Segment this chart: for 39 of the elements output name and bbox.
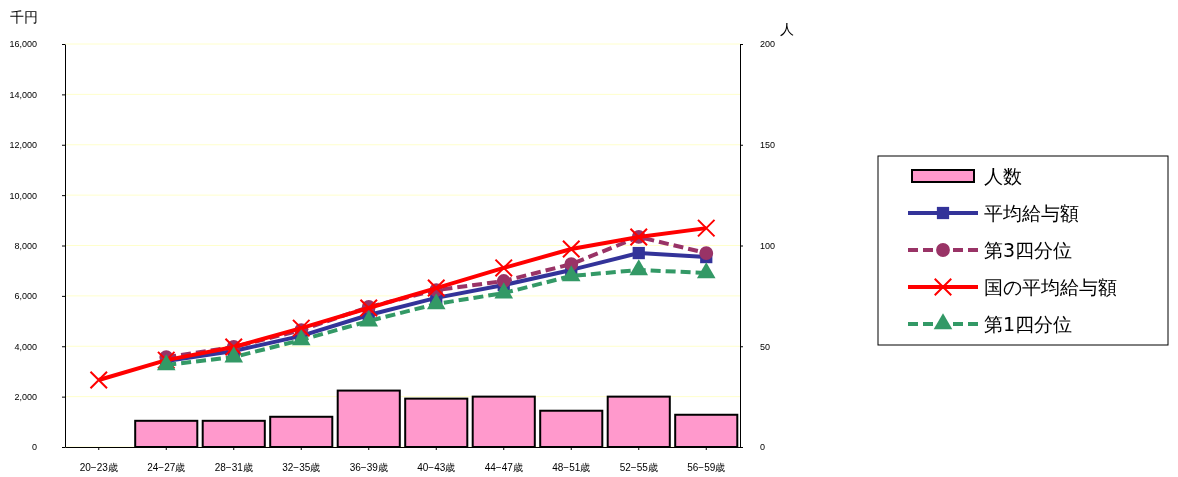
point <box>696 218 716 238</box>
x-tick-label: 24−27歳 <box>147 462 186 473</box>
point <box>426 278 446 298</box>
x-tick-label: 56−59歳 <box>687 462 726 473</box>
y2-tick-label: 200 <box>760 39 776 50</box>
y-tick-label: 2,000 <box>14 392 37 403</box>
point <box>494 258 514 278</box>
x-tick-label: 40−43歳 <box>417 462 456 473</box>
x-tick-label: 28−31歳 <box>214 462 253 473</box>
y-tick-label: 16,000 <box>9 39 37 50</box>
y-tick-label: 6,000 <box>14 291 37 302</box>
y-tick-label: 14,000 <box>9 89 37 100</box>
legend-label: 国の平均給与額 <box>984 276 1117 298</box>
y2-tick-label: 50 <box>760 341 771 352</box>
point <box>89 370 109 390</box>
y-tick-label: 12,000 <box>9 140 37 151</box>
y2-tick-label: 100 <box>760 240 776 251</box>
x-tick-label: 52−55歳 <box>619 462 658 473</box>
y-tick-label: 0 <box>31 442 37 453</box>
legend-label: 人数 <box>984 165 1022 187</box>
y-tick-label: 4,000 <box>14 341 37 352</box>
x-tick-label: 32−35歳 <box>282 462 321 473</box>
y-tick-label: 10,000 <box>9 190 37 201</box>
x-tick-label: 36−39歳 <box>349 462 388 473</box>
point <box>561 239 581 259</box>
legend-label: 第3四分位 <box>984 239 1073 261</box>
y-axis-title: 千円 <box>10 9 38 25</box>
legend-label: 第1四分位 <box>984 313 1073 335</box>
point <box>699 246 714 260</box>
x-tick-label: 44−47歳 <box>484 462 523 473</box>
legend-label: 平均給与額 <box>984 202 1079 224</box>
y2-tick-label: 0 <box>760 442 766 453</box>
x-tick-label: 48−51歳 <box>552 462 591 473</box>
y2-tick-label: 150 <box>760 140 776 151</box>
point <box>632 246 645 260</box>
point <box>291 318 311 338</box>
x-tick-label: 20−23歳 <box>79 462 118 473</box>
y-tick-label: 8,000 <box>14 240 37 251</box>
y2-axis-title: 人 <box>780 21 794 37</box>
